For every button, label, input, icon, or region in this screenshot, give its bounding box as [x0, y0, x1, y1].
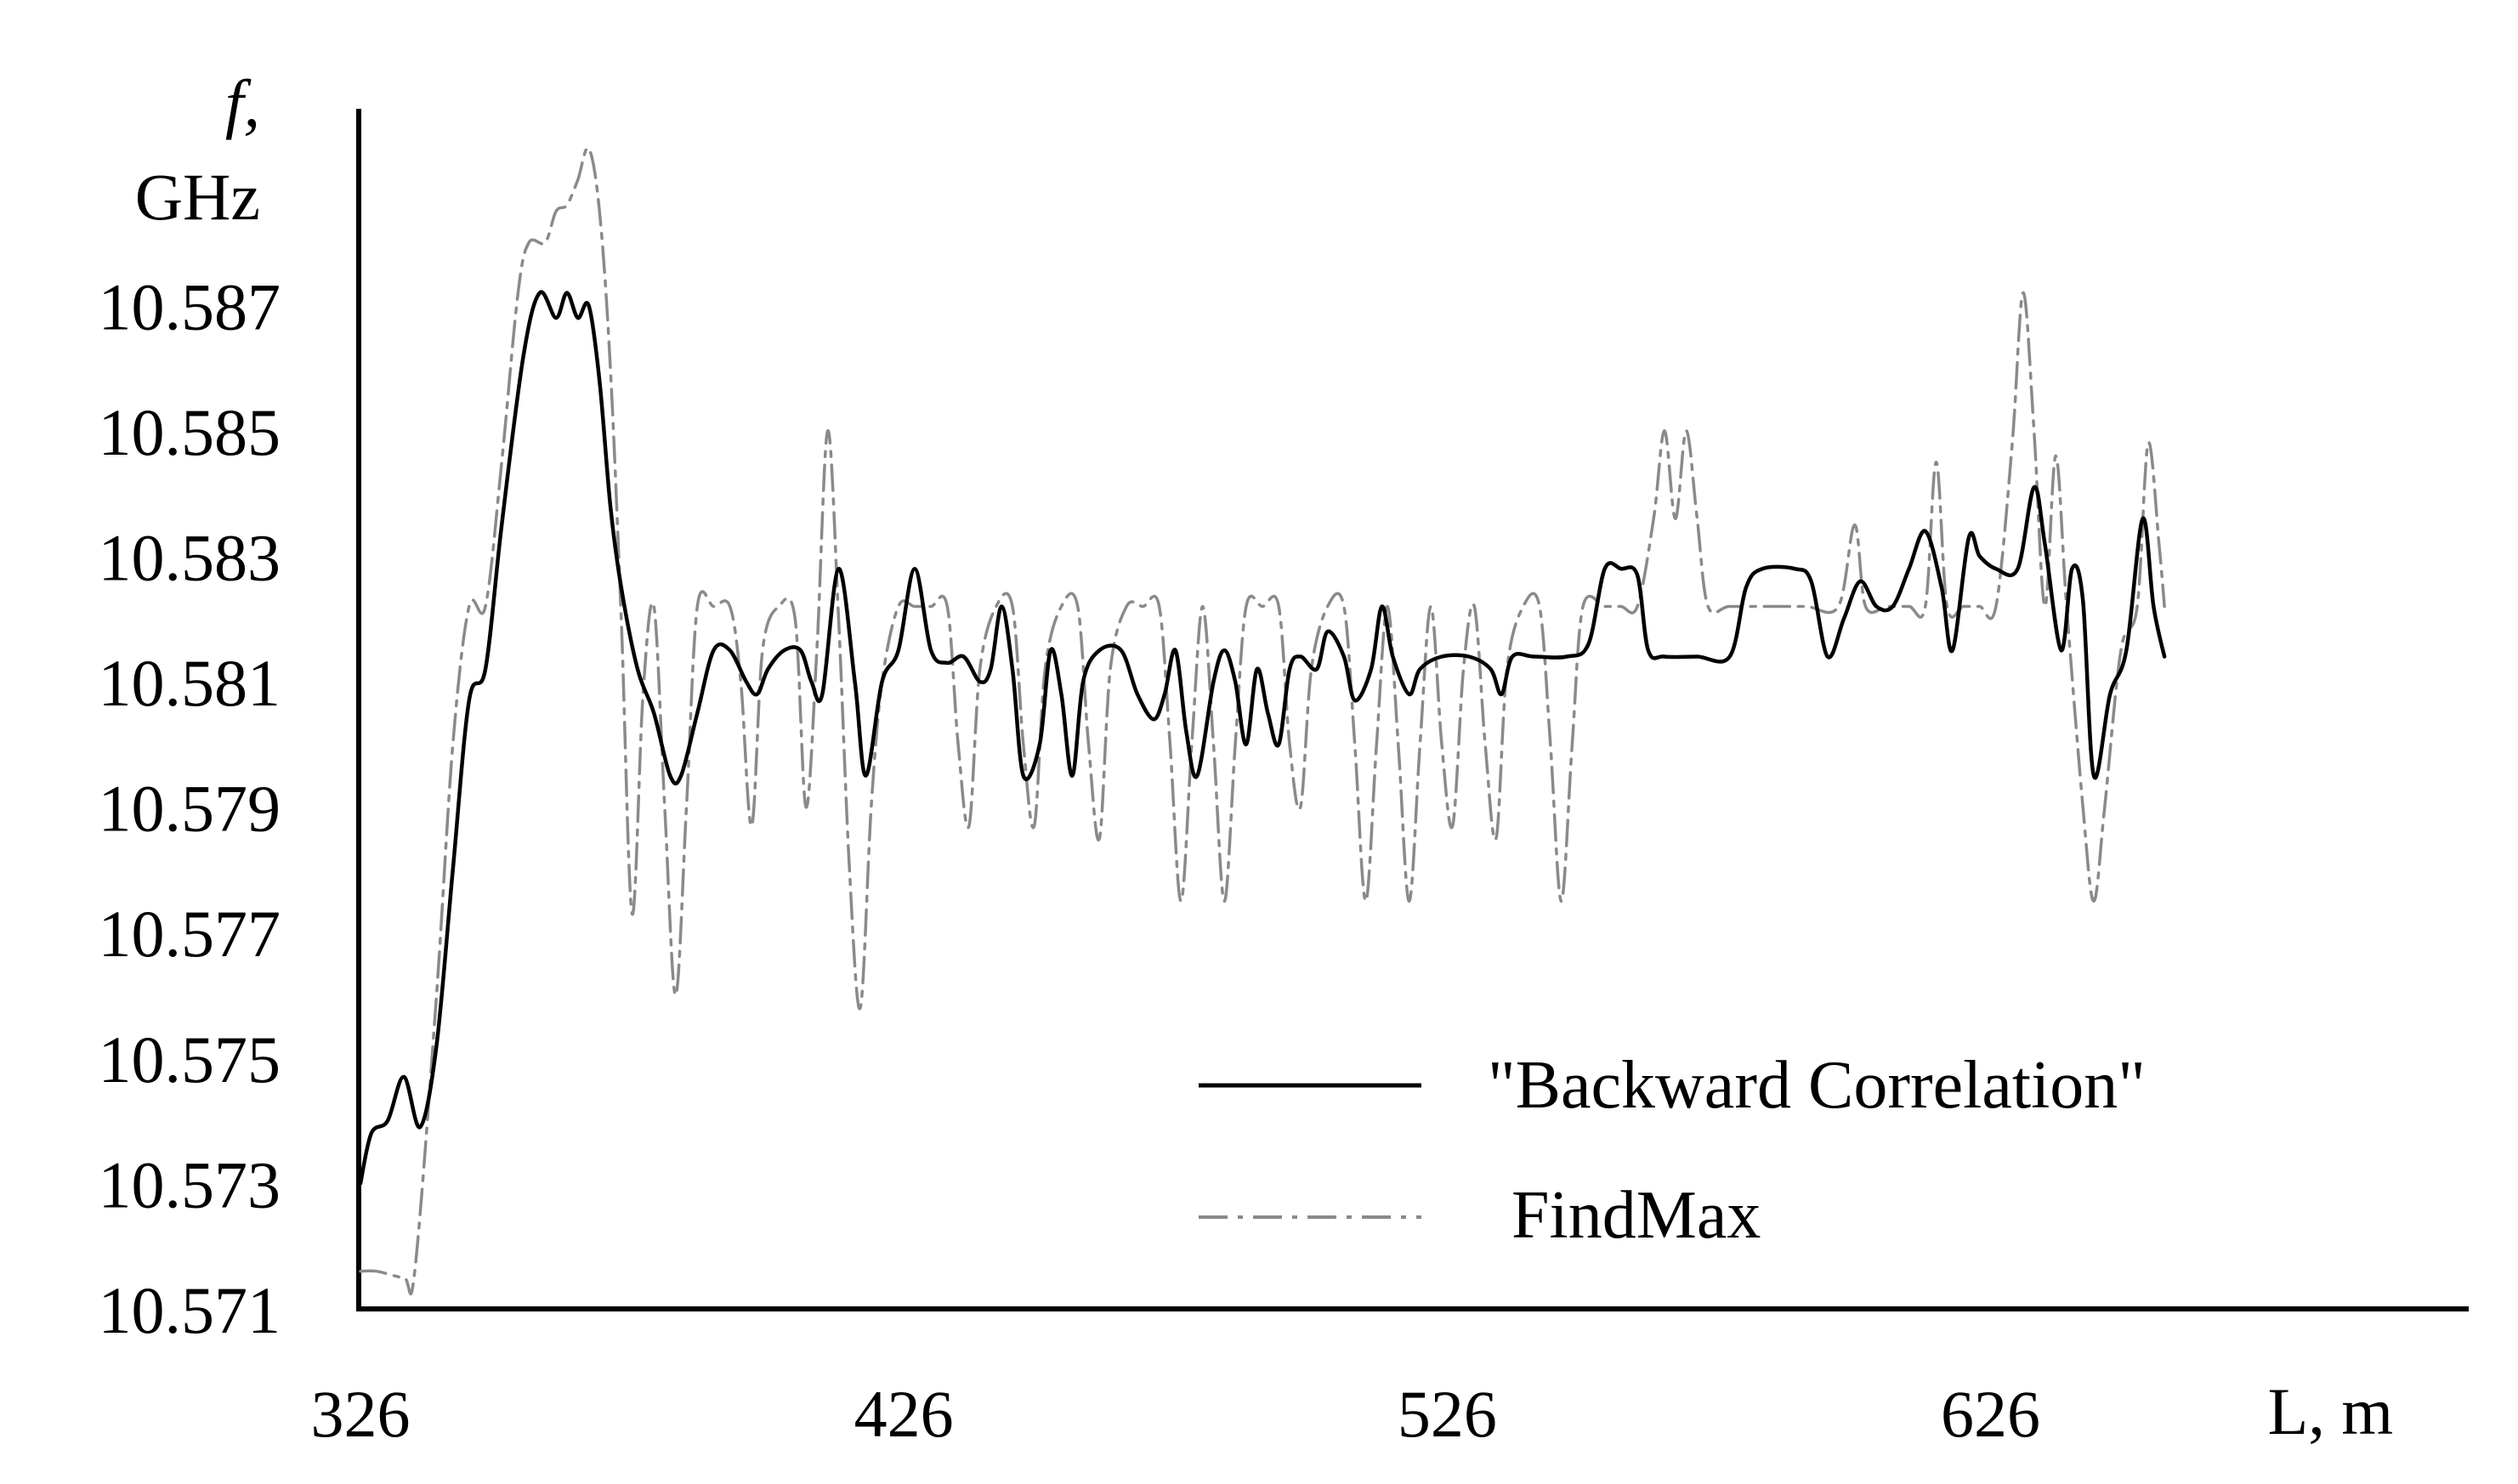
x-tick-label: 426 [854, 1377, 954, 1451]
x-tick-label: 526 [1398, 1377, 1497, 1451]
plot-area [358, 146, 2167, 1296]
legend-label-backward-correlation: "Backward Correlation" [1488, 1048, 2146, 1123]
series-line-backward-correlation [358, 290, 2167, 1186]
y-tick-label: 10.579 [99, 772, 281, 846]
legend-item-findmax: FindMax [1199, 1178, 1761, 1253]
x-tick-label: 326 [311, 1377, 411, 1451]
y-axis-symbol: f, [225, 66, 260, 140]
y-axis-title: f, GHz [135, 66, 260, 234]
x-tick-labels: 326 426 526 626 [311, 1377, 2041, 1451]
axes [356, 109, 2469, 1311]
y-tick-label: 10.571 [99, 1273, 281, 1347]
legend-label-findmax: FindMax [1511, 1178, 1761, 1253]
y-tick-label: 10.583 [99, 520, 281, 594]
y-tick-label: 10.585 [99, 395, 281, 469]
y-axis-unit: GHz [135, 160, 260, 234]
x-tick-label: 626 [1941, 1377, 2040, 1451]
x-axis-title: L, m [2268, 1374, 2393, 1448]
series-line-findmax [359, 146, 2166, 1296]
y-tick-label: 10.587 [99, 269, 281, 343]
y-tick-labels: 10.571 10.573 10.575 10.577 10.579 10.581 10.5… [99, 269, 281, 1347]
legend-item-backward-correlation: "Backward Correlation" [1199, 1048, 2146, 1123]
y-tick-label: 10.577 [99, 897, 281, 971]
y-tick-label: 10.575 [99, 1022, 281, 1096]
legend: "Backward Correlation" FindMax [1199, 1048, 2146, 1253]
y-tick-label: 10.581 [99, 646, 281, 720]
y-tick-label: 10.573 [99, 1147, 281, 1221]
